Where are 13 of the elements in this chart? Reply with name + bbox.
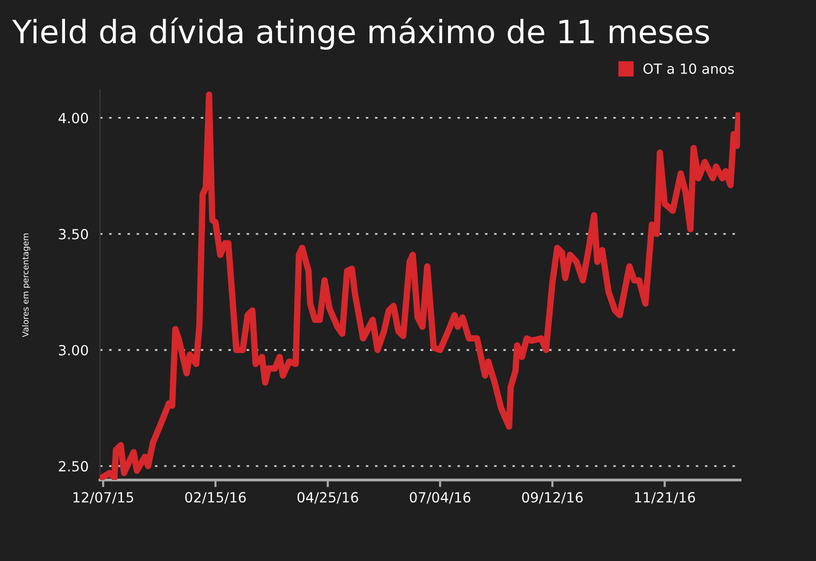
y-axis-title: Valores em percentagem xyxy=(22,234,30,338)
x-tick-label: 12/07/15 xyxy=(74,492,134,504)
y-tick-label: 4.00 xyxy=(58,112,88,124)
x-tick-label: 02/15/16 xyxy=(185,492,246,504)
x-tick-label: 04/25/16 xyxy=(298,492,358,504)
chart-title: Yield da dívida atinge máximo de 11 meses xyxy=(12,18,710,50)
y-tick-label: 2.50 xyxy=(58,461,88,472)
y-tick-label: 3.50 xyxy=(58,228,88,240)
legend-label: OT a 10 anos xyxy=(643,63,734,74)
y-tick-label: 3.00 xyxy=(58,344,88,356)
x-tick-label: 11/21/16 xyxy=(635,492,696,504)
x-tick-label: 07/04/16 xyxy=(410,492,470,504)
x-tick-label: 09/12/16 xyxy=(522,492,583,504)
